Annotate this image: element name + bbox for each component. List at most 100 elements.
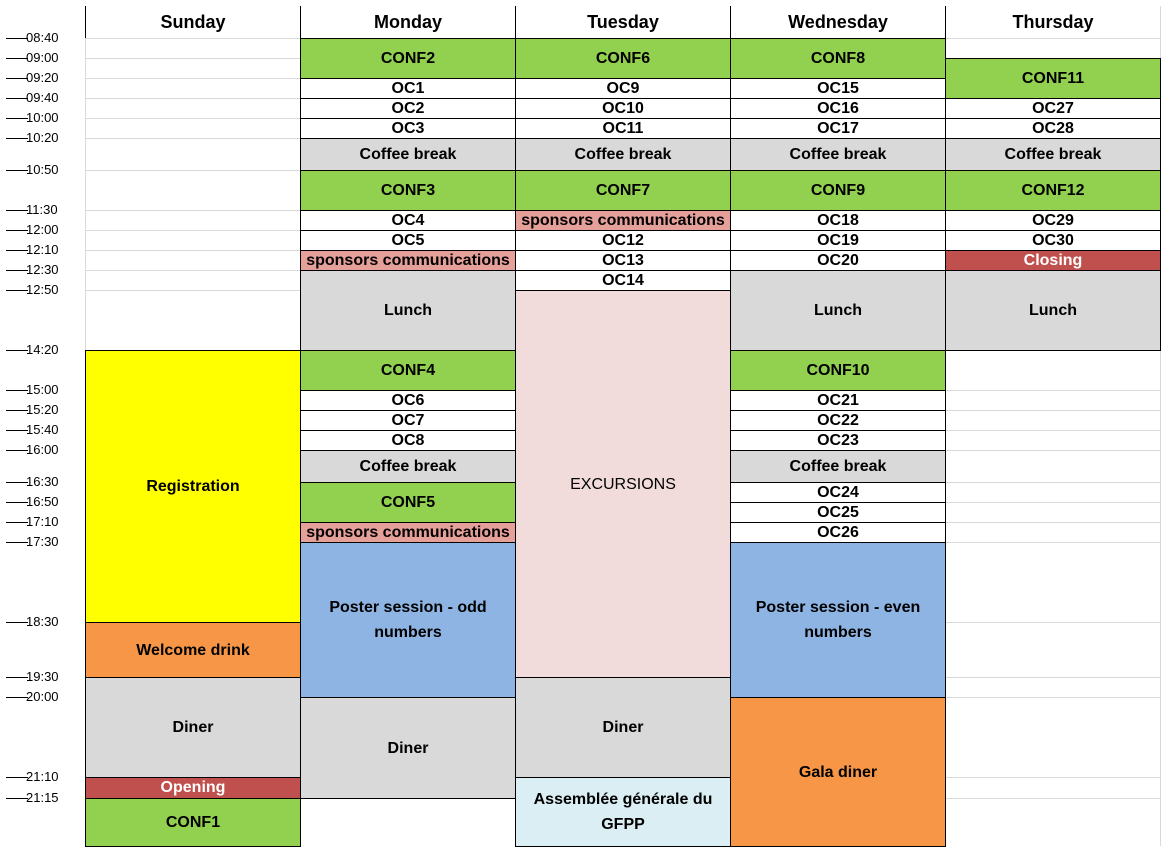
event-welcome-drink: Welcome drink xyxy=(85,622,301,678)
time-tick xyxy=(6,290,28,291)
time-label: 09:20 xyxy=(26,70,59,85)
time-label: 10:00 xyxy=(26,110,59,125)
event-oc8: OC8 xyxy=(300,430,516,451)
time-label: 12:30 xyxy=(26,262,59,277)
time-tick xyxy=(6,38,28,39)
time-tick xyxy=(6,118,28,119)
event-conf9: CONF9 xyxy=(730,170,946,211)
time-label: 12:10 xyxy=(26,242,59,257)
event-registration: Registration xyxy=(85,350,301,623)
column-gridline xyxy=(1160,6,1161,846)
time-label: 08:40 xyxy=(26,30,59,45)
time-tick xyxy=(6,270,28,271)
time-label: 21:15 xyxy=(26,790,59,805)
event-coffee-break: Coffee break xyxy=(515,138,731,171)
event-oc13: OC13 xyxy=(515,250,731,271)
event-oc28: OC28 xyxy=(945,118,1161,139)
event-oc23: OC23 xyxy=(730,430,946,451)
time-tick xyxy=(6,98,28,99)
time-label: 10:20 xyxy=(26,130,59,145)
event-assembl-e-g-n-rale-du-gfpp: Assemblée générale du GFPP xyxy=(515,777,731,847)
event-lunch: Lunch xyxy=(945,270,1161,351)
time-tick xyxy=(6,677,28,678)
event-oc20: OC20 xyxy=(730,250,946,271)
event-oc16: OC16 xyxy=(730,98,946,119)
time-tick xyxy=(6,542,28,543)
event-coffee-break: Coffee break xyxy=(730,450,946,483)
event-oc1: OC1 xyxy=(300,78,516,99)
time-tick xyxy=(6,410,28,411)
time-label: 09:40 xyxy=(26,90,59,105)
event-oc3: OC3 xyxy=(300,118,516,139)
time-label: 14:20 xyxy=(26,342,59,357)
time-label: 16:00 xyxy=(26,442,59,457)
time-tick xyxy=(6,777,28,778)
event-opening: Opening xyxy=(85,777,301,799)
time-label: 21:10 xyxy=(26,769,59,784)
event-oc17: OC17 xyxy=(730,118,946,139)
time-label: 15:00 xyxy=(26,382,59,397)
event-coffee-break: Coffee break xyxy=(730,138,946,171)
event-sponsors-communications: sponsors communications xyxy=(300,250,516,271)
event-oc6: OC6 xyxy=(300,390,516,411)
time-tick xyxy=(6,170,28,171)
event-oc24: OC24 xyxy=(730,482,946,503)
time-tick xyxy=(6,482,28,483)
time-label: 16:30 xyxy=(26,474,59,489)
time-tick xyxy=(6,697,28,698)
time-label: 10:50 xyxy=(26,162,59,177)
time-label: 18:30 xyxy=(26,614,59,629)
event-oc11: OC11 xyxy=(515,118,731,139)
event-excursions: EXCURSIONS xyxy=(515,290,731,678)
event-conf11: CONF11 xyxy=(945,58,1161,99)
event-conf7: CONF7 xyxy=(515,170,731,211)
event-oc29: OC29 xyxy=(945,210,1161,231)
event-conf3: CONF3 xyxy=(300,170,516,211)
time-tick xyxy=(6,430,28,431)
event-conf5: CONF5 xyxy=(300,482,516,523)
event-conf2: CONF2 xyxy=(300,38,516,79)
time-label: 11:30 xyxy=(26,202,58,217)
event-sponsors-communications: sponsors communications xyxy=(300,522,516,543)
time-label: 20:00 xyxy=(26,689,59,704)
event-lunch: Lunch xyxy=(730,270,946,351)
time-tick xyxy=(6,350,28,351)
event-oc9: OC9 xyxy=(515,78,731,99)
time-label: 09:00 xyxy=(26,50,59,65)
event-poster-session-even-numbers: Poster session - even numbers xyxy=(730,542,946,698)
event-diner: Diner xyxy=(300,697,516,799)
time-label: 15:40 xyxy=(26,422,59,437)
event-oc10: OC10 xyxy=(515,98,731,119)
event-conf4: CONF4 xyxy=(300,350,516,391)
event-gala-diner: Gala diner xyxy=(730,697,946,847)
time-tick xyxy=(6,230,28,231)
time-label: 19:30 xyxy=(26,669,59,684)
time-label: 17:10 xyxy=(26,514,59,529)
event-oc19: OC19 xyxy=(730,230,946,251)
event-poster-session-odd-numbers: Poster session - odd numbers xyxy=(300,542,516,698)
time-tick xyxy=(6,210,28,211)
time-label: 16:50 xyxy=(26,494,59,509)
time-tick xyxy=(6,78,28,79)
event-oc12: OC12 xyxy=(515,230,731,251)
event-conf6: CONF6 xyxy=(515,38,731,79)
day-header-sunday: Sunday xyxy=(85,6,300,38)
time-tick xyxy=(6,522,28,523)
event-closing: Closing xyxy=(945,250,1161,271)
time-tick xyxy=(6,138,28,139)
time-label: 12:50 xyxy=(26,282,59,297)
event-diner: Diner xyxy=(85,677,301,778)
day-header-tuesday: Tuesday xyxy=(515,6,730,38)
event-oc7: OC7 xyxy=(300,410,516,431)
time-tick xyxy=(6,798,28,799)
time-label: 17:30 xyxy=(26,534,59,549)
event-oc18: OC18 xyxy=(730,210,946,231)
event-diner: Diner xyxy=(515,677,731,778)
event-conf10: CONF10 xyxy=(730,350,946,391)
event-coffee-break: Coffee break xyxy=(300,138,516,171)
event-coffee-break: Coffee break xyxy=(945,138,1161,171)
event-coffee-break: Coffee break xyxy=(300,450,516,483)
event-oc27: OC27 xyxy=(945,98,1161,119)
time-label: 12:00 xyxy=(26,222,59,237)
